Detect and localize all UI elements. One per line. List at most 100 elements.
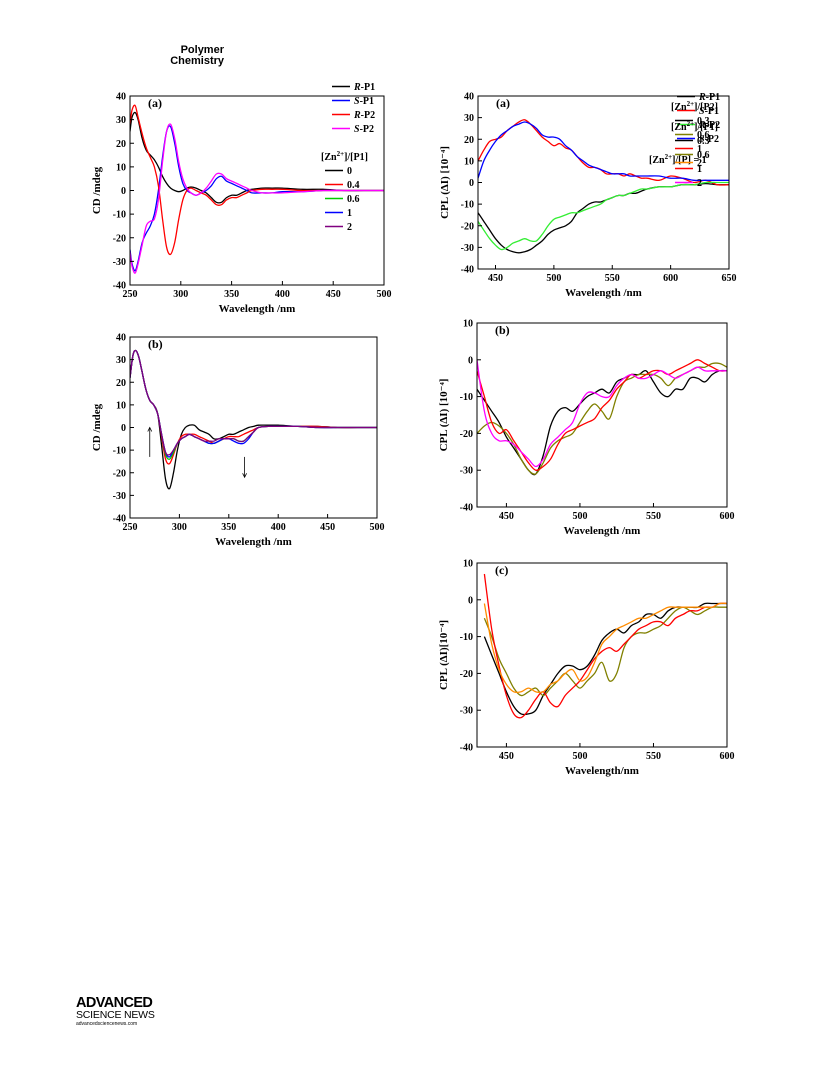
x-tick-label: 450: [499, 751, 514, 762]
series-line-R-P1: [130, 111, 384, 204]
y-tick-label: 10: [463, 559, 473, 570]
y-tick-label: -40: [460, 503, 473, 514]
x-tick-label: 500: [377, 289, 392, 300]
x-tick-label: 600: [663, 273, 678, 284]
x-tick-label: 300: [173, 289, 188, 300]
panel-label: (b): [495, 323, 510, 337]
x-tick-label: 250: [123, 289, 138, 300]
x-tick-label: 500: [370, 522, 385, 533]
x-axis-title: Wavelength /nm: [219, 303, 296, 315]
legend-entry: 0.4: [347, 180, 360, 191]
series-line-1: [483, 573, 727, 719]
x-tick-label: 350: [224, 289, 239, 300]
y-tick-label: 10: [116, 400, 126, 411]
series-line-1: [477, 359, 727, 471]
y-tick-label: 10: [116, 162, 126, 173]
panel-label: (a): [496, 96, 510, 110]
legend-entry: 0.6: [347, 194, 360, 205]
legend-entry: 1: [697, 164, 702, 175]
x-tick-label: 450: [320, 522, 335, 533]
y-axis-title: CPL (ΔI)[10⁻⁴]: [438, 620, 450, 690]
y-tick-label: -20: [113, 233, 126, 244]
series-line-S-P2: [130, 123, 384, 274]
y-tick-label: 0: [469, 178, 474, 189]
x-axis-title: Wavelength /nm: [564, 525, 641, 537]
journal-logo-line1: Polymer: [180, 44, 224, 56]
y-tick-label: 10: [464, 156, 474, 167]
x-axis-title: Wavelength /nm: [565, 287, 642, 299]
x-tick-label: 500: [572, 751, 587, 762]
legend-entry: R-P2: [698, 120, 720, 131]
x-tick-label: 650: [722, 273, 737, 284]
y-tick-label: 30: [116, 115, 126, 126]
y-tick-label: 10: [463, 319, 473, 330]
y-tick-label: 40: [116, 92, 126, 103]
x-tick-label: 550: [605, 273, 620, 284]
y-tick-label: -20: [460, 429, 473, 440]
x-tick-label: 250: [123, 522, 138, 533]
y-tick-label: 20: [116, 139, 126, 150]
journal-logo-line2: Chemistry: [170, 55, 224, 67]
legend-title: [Zn2+]/[P2]: [671, 100, 718, 113]
legend-entry: 2: [697, 178, 702, 189]
x-tick-label: 400: [275, 289, 290, 300]
trend-arrow-down-head: [242, 473, 247, 479]
legend-title: [Zn2+]/[P1]: [671, 120, 718, 133]
y-tick-label: -20: [460, 669, 473, 680]
legend-entry: S-P2: [699, 134, 719, 145]
x-tick-label: 550: [646, 511, 661, 522]
y-axis-title: CPL (ΔI) [10⁻⁴]: [438, 379, 450, 452]
y-tick-label: -10: [460, 632, 473, 643]
logo-line2: SCIENCE NEWS: [76, 1009, 155, 1021]
legend-entry: R-P1: [698, 92, 720, 103]
y-tick-label: -40: [461, 265, 474, 276]
panel-label: (a): [148, 96, 162, 110]
x-tick-label: 600: [720, 751, 735, 762]
logo-line1: ADVANCED: [76, 995, 153, 1011]
y-tick-label: -20: [113, 468, 126, 479]
x-tick-label: 450: [326, 289, 341, 300]
legend-entry: 0.3: [697, 136, 710, 147]
series-line-0.3: [483, 602, 727, 716]
x-tick-label: 300: [172, 522, 187, 533]
legend-entry: R-P2: [353, 110, 375, 121]
y-tick-label: 0: [121, 186, 126, 197]
series-line-0.6: [483, 606, 727, 697]
y-tick-label: -30: [461, 243, 474, 254]
legend-title: [Zn2+]/[P1]: [321, 150, 368, 163]
legend-entry: 0.6: [697, 150, 710, 161]
legend-entry: 1: [697, 144, 702, 155]
y-tick-label: 0: [121, 423, 126, 434]
y-tick-label: -30: [460, 466, 473, 477]
y-tick-label: 20: [464, 135, 474, 146]
x-tick-label: 600: [720, 511, 735, 522]
y-tick-label: -40: [113, 281, 126, 292]
y-tick-label: 0: [468, 595, 473, 606]
y-tick-label: 30: [116, 355, 126, 366]
series-line-2: [477, 359, 727, 468]
legend-entry: S-P2: [354, 124, 374, 135]
y-tick-label: -30: [113, 491, 126, 502]
x-axis-title: Wavelength /nm: [215, 536, 292, 548]
y-axis-title: CD /mdeg: [91, 403, 103, 451]
series-line-S-P2: [478, 121, 729, 182]
x-tick-label: 550: [646, 751, 661, 762]
legend-entry: 2: [697, 158, 702, 169]
x-tick-label: 450: [499, 511, 514, 522]
y-tick-label: -20: [461, 221, 474, 232]
trend-arrow-up-head: [147, 426, 153, 432]
y-tick-label: 40: [116, 333, 126, 344]
y-tick-label: -10: [461, 200, 474, 211]
y-tick-label: -30: [113, 257, 126, 268]
y-tick-label: -30: [460, 706, 473, 717]
y-tick-label: 20: [116, 378, 126, 389]
y-tick-label: -40: [460, 743, 473, 754]
condition-annotation: [Zn2+]/[P] = 1: [649, 153, 707, 166]
x-tick-label: 400: [271, 522, 286, 533]
y-tick-label: 40: [464, 92, 474, 103]
legend-entry: 1: [347, 208, 352, 219]
